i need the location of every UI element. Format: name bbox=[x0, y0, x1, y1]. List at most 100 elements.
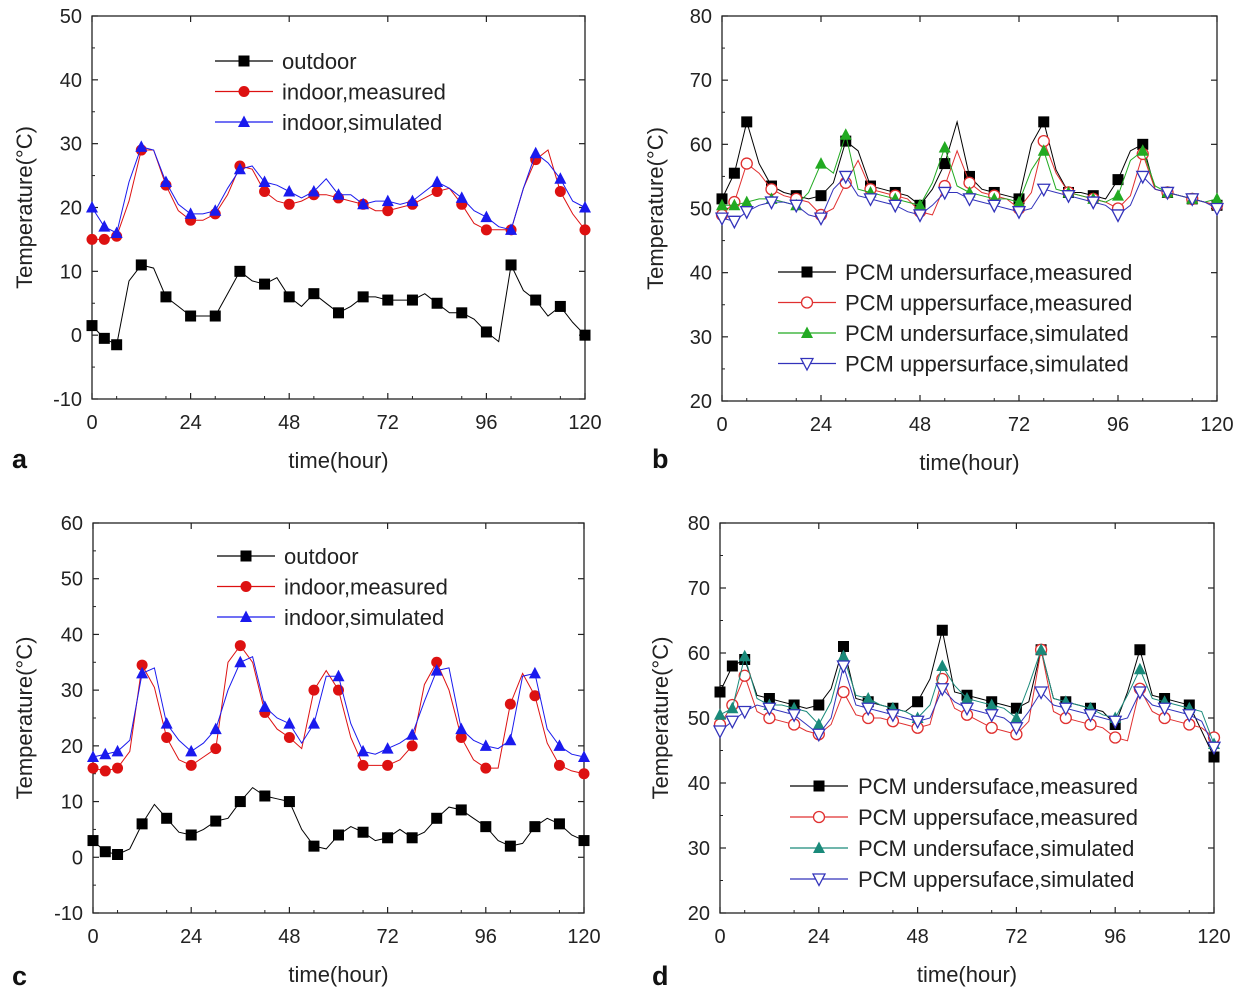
data-point bbox=[112, 849, 124, 860]
data-point bbox=[160, 717, 173, 729]
data-point bbox=[1061, 190, 1076, 204]
y-tick-label: 60 bbox=[688, 643, 710, 665]
data-point bbox=[725, 715, 740, 730]
data-point bbox=[333, 307, 344, 319]
y-axis-label: Temperature(°C) bbox=[12, 637, 37, 800]
data-point bbox=[86, 320, 98, 332]
data-point bbox=[480, 224, 492, 236]
data-point bbox=[726, 660, 738, 672]
legend-label: indoor,measured bbox=[284, 575, 448, 600]
legend-label: indoor,simulated bbox=[282, 110, 442, 135]
data-point bbox=[529, 146, 542, 159]
data-point bbox=[406, 740, 418, 752]
data-point bbox=[728, 167, 740, 179]
data-point bbox=[716, 198, 728, 211]
data-point bbox=[1206, 741, 1222, 756]
data-point bbox=[87, 762, 99, 774]
y-tick-label: 40 bbox=[61, 624, 83, 646]
data-point bbox=[480, 326, 492, 338]
data-point bbox=[234, 796, 246, 808]
data-point bbox=[431, 297, 443, 309]
data-point bbox=[985, 721, 998, 734]
data-point bbox=[332, 669, 345, 682]
legend: outdoor indoor,measured indoor,simulated bbox=[215, 49, 446, 135]
legend-label: PCM uppersurface,simulated bbox=[845, 352, 1129, 377]
data-point bbox=[98, 220, 111, 232]
data-point bbox=[553, 739, 566, 751]
data-point bbox=[553, 759, 565, 771]
legend-marker bbox=[240, 610, 252, 622]
data-point bbox=[185, 310, 197, 322]
data-point bbox=[111, 339, 123, 351]
data-point bbox=[382, 294, 394, 306]
data-point bbox=[728, 198, 741, 211]
data-point bbox=[209, 204, 222, 216]
data-point bbox=[1009, 722, 1024, 736]
data-point bbox=[1109, 731, 1122, 744]
data-point bbox=[1011, 206, 1027, 220]
data-point bbox=[456, 307, 468, 319]
y-tick-label: 80 bbox=[688, 513, 710, 535]
data-point bbox=[1010, 711, 1023, 723]
data-point bbox=[726, 701, 739, 714]
data-point bbox=[382, 832, 394, 844]
y-tick-label: 50 bbox=[688, 708, 710, 730]
data-point bbox=[959, 702, 975, 717]
x-tick-label: 96 bbox=[1107, 414, 1129, 436]
x-tick-label: 24 bbox=[180, 926, 202, 948]
data-point bbox=[811, 728, 826, 743]
y-tick-label: -10 bbox=[53, 389, 82, 411]
data-point bbox=[406, 832, 418, 844]
data-point bbox=[209, 310, 221, 322]
data-point bbox=[714, 686, 726, 698]
x-tick-label: 120 bbox=[1200, 414, 1233, 436]
data-point bbox=[480, 762, 492, 774]
data-point bbox=[283, 732, 295, 743]
x-tick-label: 120 bbox=[568, 412, 601, 434]
data-point bbox=[1185, 193, 1200, 207]
data-point bbox=[837, 685, 850, 699]
series-indoor-measured bbox=[87, 640, 590, 780]
data-point bbox=[1086, 196, 1101, 210]
data-point bbox=[1211, 192, 1223, 204]
data-point bbox=[234, 640, 246, 652]
data-point bbox=[357, 291, 369, 303]
data-point bbox=[185, 759, 197, 771]
data-point bbox=[480, 210, 493, 223]
series-outdoor bbox=[87, 786, 590, 860]
data-point bbox=[1132, 686, 1147, 700]
data-point bbox=[283, 198, 295, 210]
data-point bbox=[357, 759, 369, 771]
legend-marker bbox=[800, 296, 814, 309]
legend-label: indoor,simulated bbox=[284, 605, 444, 630]
data-point bbox=[1133, 662, 1146, 675]
data-point bbox=[234, 655, 247, 668]
panel-letter: c bbox=[12, 961, 27, 991]
y-tick-label: 20 bbox=[688, 903, 710, 925]
data-point bbox=[87, 750, 99, 762]
data-point bbox=[813, 699, 825, 711]
data-point bbox=[910, 715, 925, 730]
data-point bbox=[1108, 715, 1123, 730]
data-point bbox=[406, 728, 419, 740]
data-point bbox=[160, 291, 172, 303]
data-point bbox=[480, 821, 492, 833]
data-point bbox=[885, 709, 900, 723]
data-point bbox=[712, 725, 728, 739]
data-point bbox=[862, 692, 875, 704]
data-point bbox=[308, 684, 320, 696]
data-point bbox=[937, 186, 952, 201]
data-point bbox=[259, 186, 271, 198]
data-point bbox=[1112, 174, 1124, 186]
y-tick-label: 40 bbox=[690, 263, 712, 285]
data-point bbox=[740, 195, 753, 208]
data-point bbox=[504, 698, 516, 710]
data-point bbox=[308, 840, 320, 852]
legend: outdoor indoor,measured indoor,simulated bbox=[217, 544, 448, 630]
data-point bbox=[1112, 189, 1124, 201]
data-point bbox=[529, 690, 541, 702]
data-point bbox=[554, 172, 567, 184]
chart-panel-b: 0 24 48 72 96 120 20 30 40 50 60 70 80 time(hour) Temp… bbox=[643, 6, 1234, 475]
x-tick-label: 72 bbox=[1008, 414, 1030, 436]
data-point bbox=[135, 140, 148, 152]
